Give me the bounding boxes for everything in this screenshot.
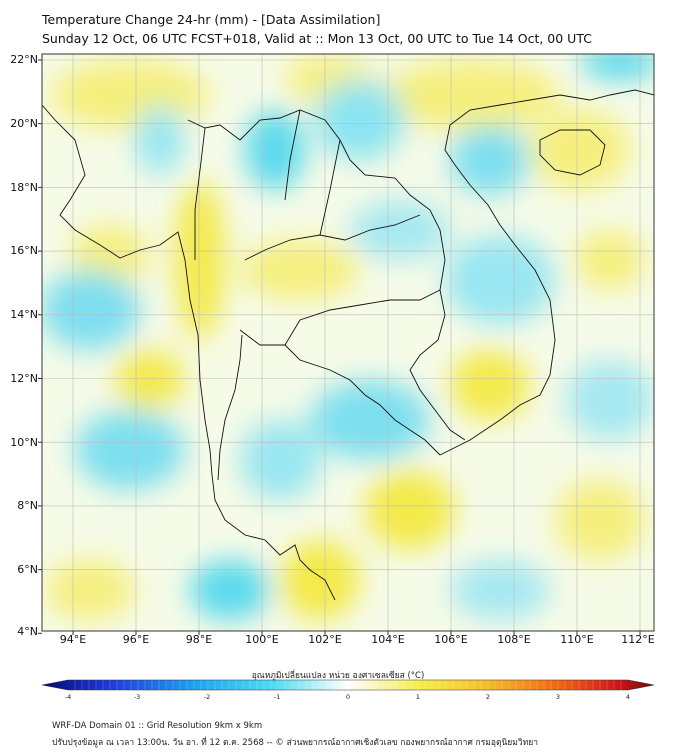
footer-credit: ปรับปรุงข้อมูล ณ เวลา 13:00น. วัน อา. ที… (52, 738, 539, 748)
lat-label: 14°N (10, 308, 38, 321)
map-subtitle: Sunday 12 Oct, 06 UTC FCST+018, Valid at… (42, 31, 592, 46)
colorbar (41, 679, 655, 691)
lon-label: 106°E (434, 633, 468, 646)
lat-label: 4°N (17, 625, 38, 638)
lat-label: 18°N (10, 181, 38, 194)
lat-label: 20°N (10, 117, 38, 130)
coastline (42, 89, 654, 601)
colorbar-tick: 4 (625, 693, 631, 701)
lon-label: 98°E (185, 633, 213, 646)
colorbar-scale (41, 679, 655, 691)
colorbar-tick: 3 (555, 693, 561, 701)
lat-label: 22°N (10, 53, 38, 66)
colorbar-tick: 2 (485, 693, 491, 701)
lon-label: 110°E (560, 633, 594, 646)
colorbar-title: อุณหภูมิเปลี่ยนแปลง หน่วย องศาเซลเซียส (… (251, 671, 425, 681)
lon-label: 100°E (245, 633, 279, 646)
colorbar-tick: -3 (133, 693, 141, 701)
lat-label: 6°N (17, 563, 38, 576)
lat-label: 12°N (10, 372, 38, 385)
colorbar-tick: -2 (203, 693, 211, 701)
graticule (42, 54, 654, 631)
lon-label: 96°E (122, 633, 150, 646)
lon-label: 94°E (59, 633, 87, 646)
map-title: Temperature Change 24-hr (mm) - [Data As… (42, 12, 381, 27)
colorbar-tick: -1 (273, 693, 281, 701)
colorbar-tick: 0 (345, 693, 351, 701)
lon-label: 102°E (308, 633, 342, 646)
colorbar-tick: 1 (415, 693, 421, 701)
lat-label: 8°N (17, 499, 38, 512)
lat-label: 10°N (10, 436, 38, 449)
footer-model-info: WRF-DA Domain 01 :: Grid Resolution 9km … (52, 721, 263, 731)
lon-label: 104°E (371, 633, 405, 646)
map-frame (41, 53, 655, 632)
lat-label: 16°N (10, 244, 38, 257)
lon-label: 108°E (497, 633, 531, 646)
colorbar-tick: -4 (64, 693, 72, 701)
lon-label: 112°E (621, 633, 655, 646)
temperature-field (42, 54, 654, 620)
